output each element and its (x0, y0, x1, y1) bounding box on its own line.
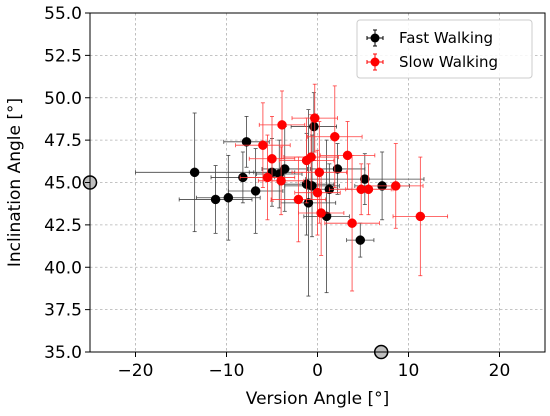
y-tick-label: 42.5 (44, 216, 82, 236)
axis-ticks: −20 −10 0 10 20 35.0 37.5 40.0 42.5 45.0 47.5 50.0 5… (44, 4, 510, 381)
data-point (347, 218, 357, 228)
data-series (135, 83, 449, 297)
x-axis-label: Version Angle [°] (246, 389, 389, 409)
data-point (314, 167, 325, 178)
legend: Fast Walking Slow Walking (356, 19, 533, 79)
data-point (312, 187, 323, 198)
legend-entry: Fast Walking (366, 29, 493, 47)
y-tick-label: 52.5 (44, 46, 82, 66)
data-point (391, 181, 401, 191)
legend-marker (370, 33, 380, 43)
data-point (258, 140, 268, 150)
legend-label: Fast Walking (399, 29, 493, 47)
data-point (309, 121, 319, 132)
data-point (250, 186, 261, 196)
data-point (267, 154, 277, 164)
data-point (241, 137, 252, 147)
data-point (189, 167, 200, 178)
y-tick-label: 55.0 (44, 4, 82, 24)
y-tick-label: 47.5 (44, 131, 82, 151)
x-tick-label: 10 (398, 361, 420, 381)
data-point (306, 152, 316, 162)
data-point (223, 193, 234, 203)
y-tick-label: 50.0 (44, 89, 82, 109)
y-axis-label: Inclination Angle [°] (5, 98, 25, 267)
data-point (279, 164, 290, 174)
data-point (355, 235, 366, 245)
data-point (276, 176, 286, 186)
series-slow-walking (235, 83, 449, 292)
data-point (342, 150, 353, 161)
data-point (363, 184, 374, 195)
data-point (277, 120, 287, 130)
x-tick-label: 20 (489, 361, 511, 381)
x-tick-label: −20 (118, 361, 154, 381)
y-tick-label: 35.0 (44, 343, 82, 363)
data-point (262, 172, 273, 183)
legend-entry: Slow Walking (366, 53, 498, 71)
data-point (330, 131, 340, 142)
data-point (415, 211, 426, 222)
data-point (332, 164, 343, 174)
x-tick-label: 0 (312, 361, 323, 381)
y-tick-label: 37.5 (44, 301, 82, 321)
legend-marker (370, 57, 380, 67)
y-tick-label: 40.0 (44, 258, 82, 278)
data-point (316, 208, 326, 218)
data-point (293, 194, 304, 205)
data-point (210, 194, 221, 205)
y-tick-label: 45.0 (44, 174, 82, 194)
x-tick-label: −10 (209, 361, 245, 381)
data-point (307, 181, 317, 191)
data-point (310, 113, 320, 123)
data-point (360, 174, 370, 184)
legend-box (356, 19, 533, 79)
legend-label: Slow Walking (399, 53, 498, 71)
